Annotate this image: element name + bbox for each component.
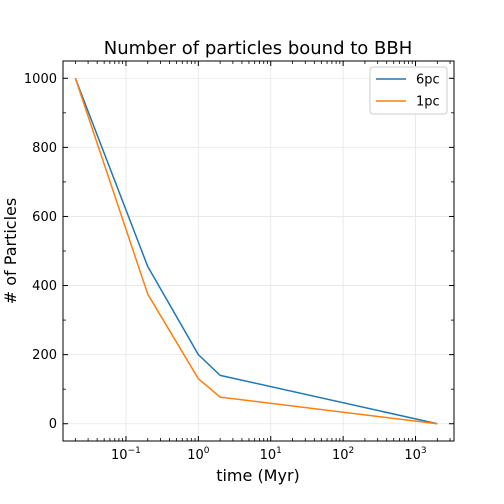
x-tick-label: 103 [404,446,426,463]
x-tick-label: 101 [260,446,282,463]
x-tick-base: 10 [404,448,421,463]
x-tick-label: 100 [187,446,210,463]
x-tick-exponent: 1 [276,446,282,456]
grid-lines [63,61,454,441]
x-tick-exponent: −1 [128,446,141,456]
chart-title: Number of particles bound to BBH [104,38,413,59]
y-tick-label: 0 [49,417,57,432]
x-tick-base: 10 [187,448,204,463]
x-tick-base: 10 [111,448,128,463]
x-axis-label: time (Myr) [216,466,300,485]
legend-label-1pc: 1pc [416,95,440,110]
legend-label-6pc: 6pc [416,73,440,88]
y-tick-label: 600 [32,210,57,225]
x-tick-label: 10−1 [111,446,141,463]
x-tick-base: 10 [260,448,277,463]
x-tick-base: 10 [332,448,349,463]
series-line-1pc [74,78,438,425]
series-line-6pc [74,78,438,425]
x-tick-exponent: 0 [204,446,210,456]
x-tick-exponent: 2 [349,446,355,456]
x-tick-label: 102 [332,446,354,463]
y-tick-label: 200 [32,348,57,363]
y-tick-label: 800 [32,141,57,156]
plot-series [74,78,438,425]
y-tick-label: 400 [32,279,57,294]
y-axis-label: # of Particles [1,198,20,304]
x-tick-exponent: 3 [421,446,427,456]
y-tick-label: 1000 [24,72,57,87]
